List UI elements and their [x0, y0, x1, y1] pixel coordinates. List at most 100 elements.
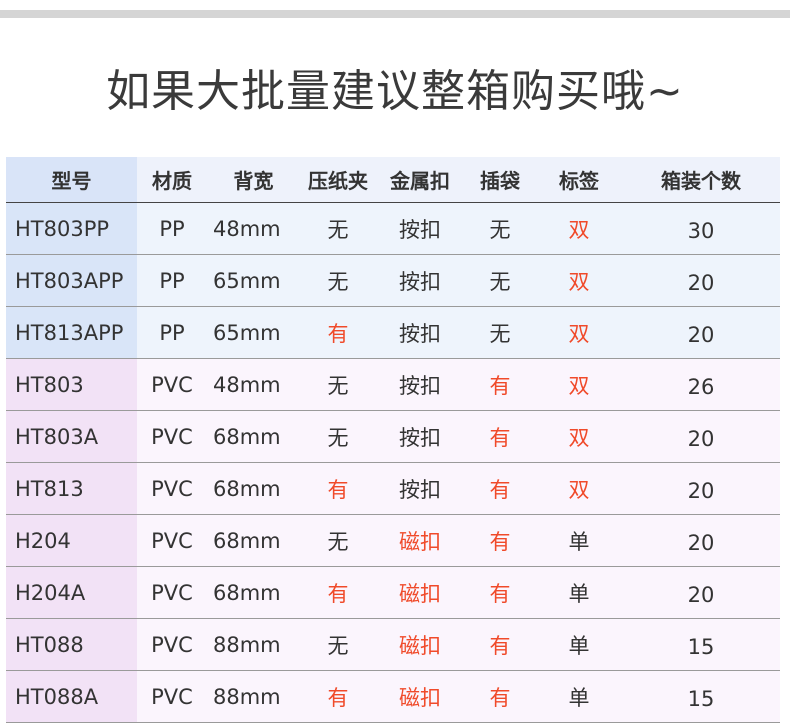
cell-width: 65mm [207, 254, 300, 307]
cell-material: PP [137, 306, 207, 359]
cell-label: 双 [536, 306, 622, 359]
cell-model: HT813 [6, 462, 137, 515]
cell-material: PVC [137, 410, 207, 463]
cell-clip: 有 [300, 306, 376, 359]
cell-label: 双 [536, 202, 622, 255]
cell-model: H204A [6, 566, 137, 619]
header-width: 背宽 [207, 157, 300, 203]
cell-buckle: 磁扣 [376, 566, 464, 619]
cell-material: PP [137, 254, 207, 307]
cell-width: 48mm [207, 202, 300, 255]
cell-width: 48mm [207, 358, 300, 411]
cell-clip: 无 [300, 618, 376, 671]
table-row: HT803 PVC 48mm 无按扣有双 26 [6, 358, 780, 411]
cell-label: 双 [536, 254, 622, 307]
cell-clip: 无 [300, 254, 376, 307]
cell-pocket: 有 [464, 358, 536, 411]
header-pocket: 插袋 [464, 157, 536, 203]
cell-model: HT803PP [6, 202, 137, 255]
header-material: 材质 [137, 157, 207, 203]
cell-clip: 无 [300, 202, 376, 255]
cell-label: 单 [536, 514, 622, 567]
cell-model: H204 [6, 514, 137, 567]
cell-width: 68mm [207, 514, 300, 567]
cell-label: 单 [536, 618, 622, 671]
cell-pocket: 有 [464, 514, 536, 567]
cell-buckle: 按扣 [376, 410, 464, 463]
cell-buckle: 按扣 [376, 462, 464, 515]
cell-buckle: 按扣 [376, 358, 464, 411]
cell-pocket: 有 [464, 566, 536, 619]
cell-pocket: 无 [464, 306, 536, 359]
cell-clip: 有 [300, 566, 376, 619]
cell-clip: 有 [300, 462, 376, 515]
cell-count: 20 [622, 254, 780, 307]
cell-pocket: 有 [464, 410, 536, 463]
cell-count: 26 [622, 358, 780, 411]
header-count: 箱装个数 [622, 157, 780, 203]
header-row: 型号 材质 背宽 压纸夹 金属扣 插袋 标签 箱装个数 [6, 157, 780, 203]
cell-buckle: 按扣 [376, 306, 464, 359]
header-clip: 压纸夹 [300, 157, 376, 203]
cell-label: 双 [536, 358, 622, 411]
cell-count: 20 [622, 306, 780, 359]
cell-clip: 无 [300, 514, 376, 567]
cell-model: HT803 [6, 358, 137, 411]
cell-label: 单 [536, 670, 622, 723]
cell-pocket: 有 [464, 462, 536, 515]
cell-width: 88mm [207, 618, 300, 671]
cell-label: 单 [536, 566, 622, 619]
cell-count: 20 [622, 462, 780, 515]
cell-model: HT803APP [6, 254, 137, 307]
cell-model: HT803A [6, 410, 137, 463]
cell-width: 68mm [207, 410, 300, 463]
top-divider-bar [0, 10, 790, 18]
cell-count: 20 [622, 566, 780, 619]
cell-pocket: 有 [464, 618, 536, 671]
cell-width: 65mm [207, 306, 300, 359]
spec-table: 型号 材质 背宽 压纸夹 金属扣 插袋 标签 箱装个数 HT803PP PP 48m… [6, 157, 780, 723]
cell-material: PVC [137, 618, 207, 671]
cell-buckle: 按扣 [376, 254, 464, 307]
cell-label: 双 [536, 410, 622, 463]
cell-count: 15 [622, 618, 780, 671]
cell-material: PVC [137, 670, 207, 723]
cell-width: 88mm [207, 670, 300, 723]
cell-pocket: 有 [464, 670, 536, 723]
cell-width: 68mm [207, 462, 300, 515]
cell-pocket: 无 [464, 202, 536, 255]
table-row: H204 PVC 68mm 无磁扣有单 20 [6, 514, 780, 567]
cell-label: 双 [536, 462, 622, 515]
table-row: HT813 PVC 68mm 有按扣有双 20 [6, 462, 780, 515]
cell-buckle: 磁扣 [376, 514, 464, 567]
header-buckle: 金属扣 [376, 157, 464, 203]
cell-material: PVC [137, 358, 207, 411]
header-label: 标签 [536, 157, 622, 203]
cell-material: PVC [137, 566, 207, 619]
cell-buckle: 磁扣 [376, 618, 464, 671]
table-row: HT088 PVC 88mm 无磁扣有单 15 [6, 618, 780, 671]
cell-model: HT088 [6, 618, 137, 671]
table-row: HT813APP PP 65mm 有按扣无双 20 [6, 306, 780, 359]
cell-buckle: 按扣 [376, 202, 464, 255]
cell-model: HT813APP [6, 306, 137, 359]
cell-count: 20 [622, 514, 780, 567]
header-model: 型号 [6, 157, 137, 203]
cell-width: 68mm [207, 566, 300, 619]
cell-material: PP [137, 202, 207, 255]
cell-material: PVC [137, 462, 207, 515]
cell-model: HT088A [6, 670, 137, 723]
page-title: 如果大批量建议整箱购买哦~ [106, 66, 684, 117]
cell-material: PVC [137, 514, 207, 567]
cell-count: 30 [622, 202, 780, 255]
cell-clip: 有 [300, 670, 376, 723]
cell-count: 20 [622, 410, 780, 463]
cell-buckle: 磁扣 [376, 670, 464, 723]
table-row: HT803A PVC 68mm 无按扣有双 20 [6, 410, 780, 463]
cell-clip: 无 [300, 358, 376, 411]
cell-clip: 无 [300, 410, 376, 463]
table-row: HT803PP PP 48mm 无按扣无双 30 [6, 202, 780, 255]
table-row: H204A PVC 68mm 有磁扣有单 20 [6, 566, 780, 619]
cell-count: 15 [622, 670, 780, 723]
table-row: HT803APP PP 65mm 无按扣无双 20 [6, 254, 780, 307]
